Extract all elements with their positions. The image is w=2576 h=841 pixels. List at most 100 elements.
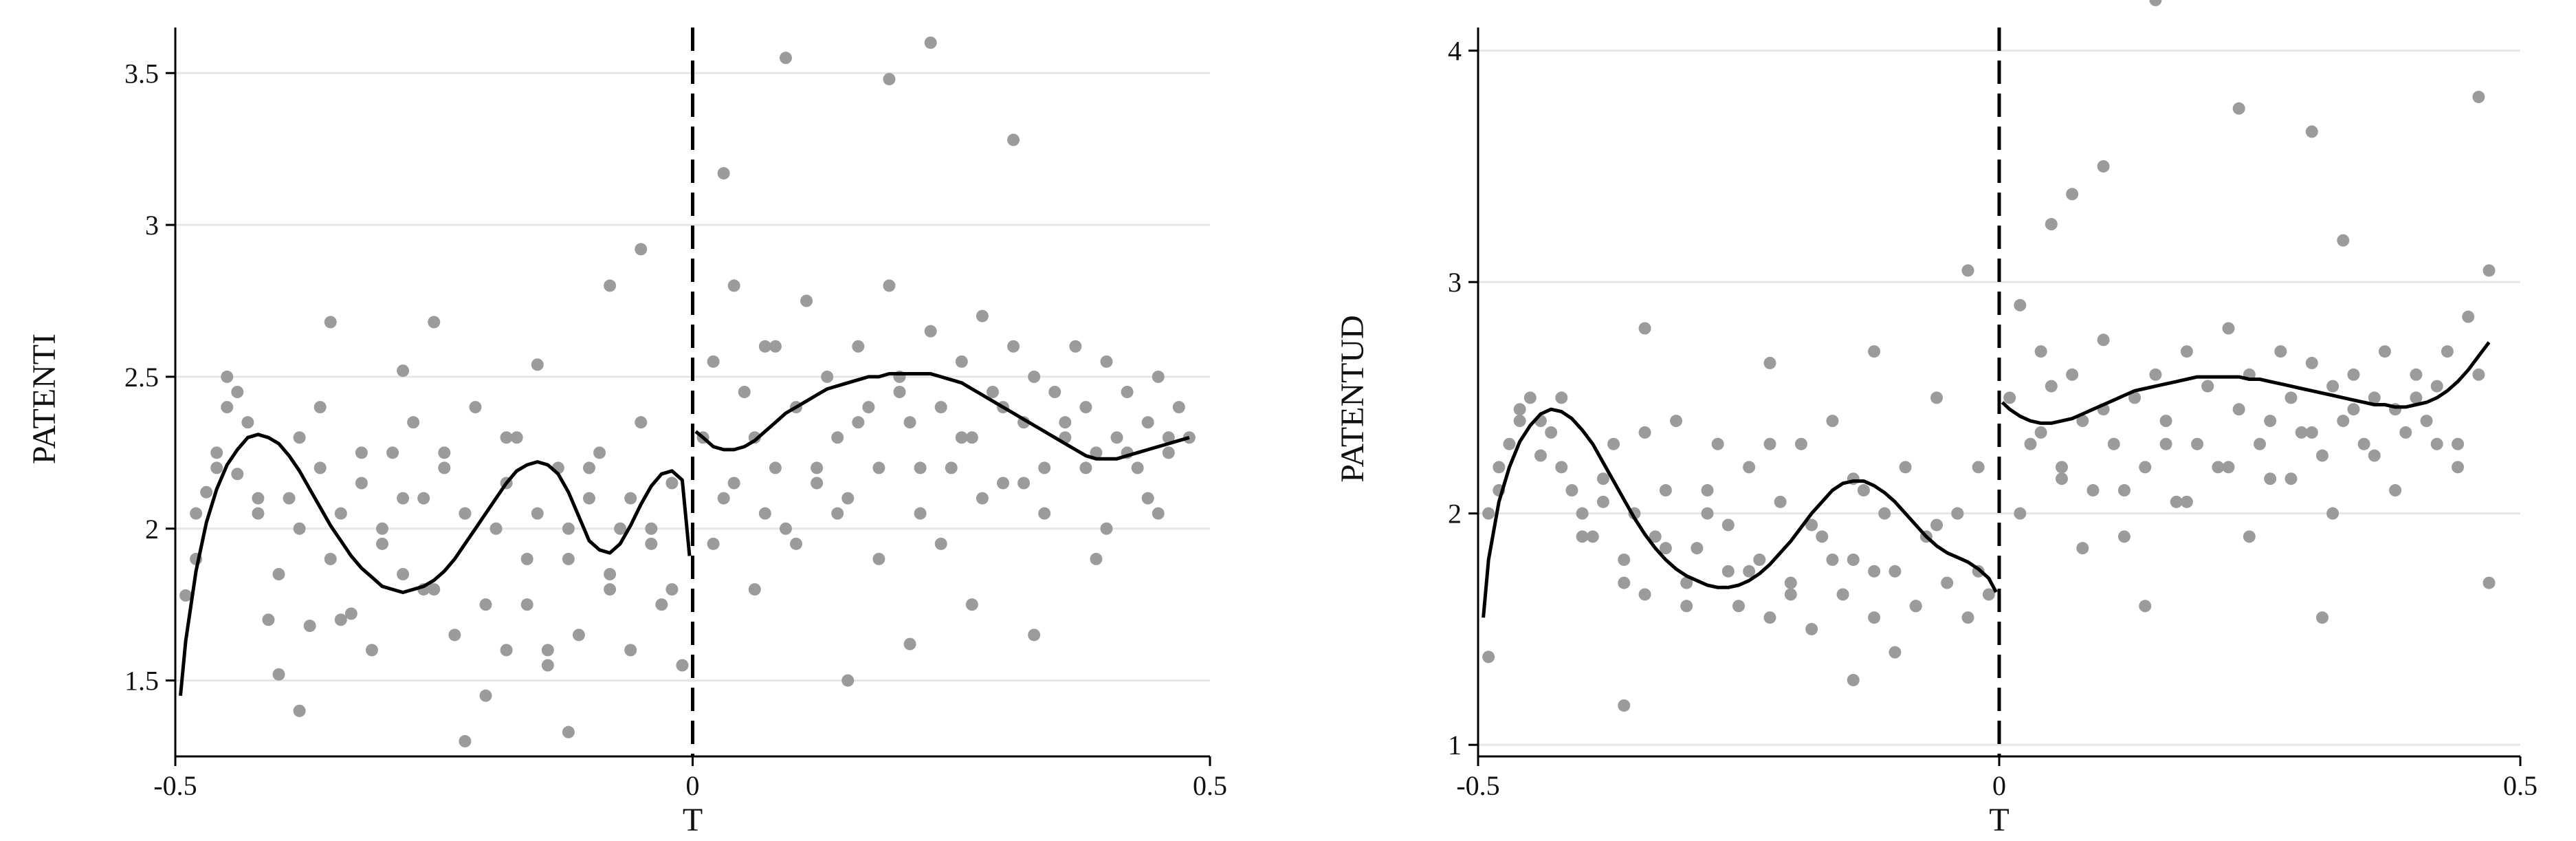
data-point (2139, 461, 2152, 474)
data-point (438, 446, 451, 459)
data-point (1868, 565, 1881, 578)
data-point (2180, 345, 2193, 358)
data-point (583, 461, 595, 474)
data-point (1951, 507, 1964, 520)
data-point (313, 461, 327, 474)
y-axis-title: PATENTI (26, 334, 63, 464)
data-point (355, 446, 368, 459)
data-point (604, 583, 617, 596)
data-point (241, 416, 254, 429)
data-point (2097, 334, 2110, 347)
data-point (2243, 530, 2256, 543)
data-point (252, 492, 265, 505)
data-point (531, 507, 544, 520)
data-point (2139, 600, 2152, 613)
data-point (1555, 391, 1568, 404)
data-point (997, 477, 1009, 490)
data-point (479, 598, 492, 611)
data-point (841, 674, 855, 687)
data-point (210, 446, 223, 459)
data-point (831, 507, 844, 520)
data-point (365, 644, 378, 657)
data-point (779, 522, 792, 535)
data-point (1868, 345, 1881, 358)
data-point (914, 507, 927, 520)
data-point (1774, 495, 1787, 508)
data-point (283, 492, 296, 505)
data-point (489, 522, 503, 535)
data-point (2326, 507, 2340, 520)
data-point (1028, 370, 1041, 383)
data-point (448, 629, 461, 642)
data-point (2212, 461, 2225, 474)
data-point (2430, 437, 2443, 450)
data-point (1059, 416, 1072, 429)
fit-line-right (2001, 341, 2491, 425)
y-tick-label: 1 (1448, 730, 1462, 761)
data-point (1607, 437, 1620, 450)
data-point (572, 629, 585, 642)
data-point (811, 461, 824, 474)
data-point (210, 461, 223, 474)
data-point (1680, 576, 1693, 589)
data-point (1909, 600, 1922, 613)
data-point (2389, 484, 2402, 497)
fit-line-left (179, 433, 692, 696)
x-tick-label: 0.5 (1193, 770, 1227, 801)
data-point (862, 401, 875, 414)
data-point (397, 492, 410, 505)
data-point (293, 704, 306, 717)
data-point (1110, 431, 1123, 444)
data-point (1889, 646, 1902, 659)
data-point (1596, 495, 1609, 508)
data-point (1847, 553, 1860, 566)
data-point (479, 689, 492, 702)
data-point (1038, 507, 1051, 520)
data-point (1141, 492, 1154, 505)
data-point (593, 446, 606, 459)
data-point (707, 537, 720, 550)
data-point (303, 620, 316, 633)
data-point (541, 644, 554, 657)
data-point (2149, 0, 2162, 6)
data-point (2254, 437, 2266, 450)
data-point (903, 416, 916, 429)
data-point (1503, 437, 1516, 450)
y-tick-label: 2 (1448, 499, 1462, 529)
data-point (1816, 530, 1829, 543)
data-point (407, 416, 420, 429)
fit-line-right (694, 372, 1190, 461)
data-point (1596, 472, 1609, 485)
chart-panel-left: 1.5 2 2.5 3 3.5 -0.5 0 0.5 T PATENTI (26, 28, 1227, 838)
data-point (1847, 673, 1860, 686)
data-point (2159, 437, 2172, 450)
data-point (1482, 651, 1495, 664)
data-point (2034, 426, 2047, 439)
data-point (2117, 530, 2131, 543)
data-point (1701, 507, 1714, 520)
data-point (1649, 530, 1662, 543)
data-point (2222, 461, 2235, 474)
data-point (2326, 380, 2340, 393)
data-point (955, 431, 968, 444)
data-point (2014, 507, 2027, 520)
data-point (883, 73, 896, 86)
data-point (1565, 484, 1578, 497)
data-point (1721, 565, 1735, 578)
data-point (1079, 401, 1092, 414)
data-point (2483, 264, 2496, 277)
data-point (2441, 345, 2454, 358)
data-point (293, 431, 306, 444)
data-point (2180, 495, 2193, 508)
data-point (520, 598, 533, 611)
data-point (717, 167, 730, 179)
data-point (2368, 391, 2381, 404)
data-point (1100, 522, 1113, 535)
data-point (1007, 340, 1020, 353)
data-point (469, 401, 482, 414)
data-point (1961, 264, 1974, 277)
data-point (748, 583, 761, 596)
y-tick-label: 1.5 (124, 666, 159, 697)
data-point (2097, 160, 2110, 173)
y-tick-label: 3 (145, 210, 159, 241)
